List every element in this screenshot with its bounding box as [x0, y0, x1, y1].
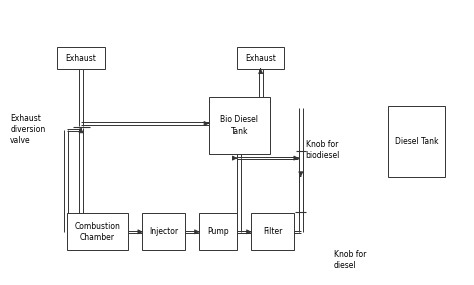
- FancyBboxPatch shape: [237, 48, 284, 69]
- FancyBboxPatch shape: [67, 213, 128, 250]
- Text: Exhaust
diversion
valve: Exhaust diversion valve: [10, 114, 46, 145]
- Text: Injector: Injector: [149, 227, 178, 236]
- Text: Exhaust: Exhaust: [245, 54, 276, 63]
- Text: Knob for
diesel: Knob for diesel: [334, 250, 366, 270]
- Text: Bio Diesel
Tank: Bio Diesel Tank: [220, 115, 258, 136]
- FancyBboxPatch shape: [209, 97, 270, 154]
- Text: Combustion
Chamber: Combustion Chamber: [74, 222, 120, 242]
- Text: Exhaust: Exhaust: [65, 54, 97, 63]
- FancyBboxPatch shape: [143, 213, 185, 250]
- FancyBboxPatch shape: [199, 213, 237, 250]
- Text: Diesel Tank: Diesel Tank: [395, 137, 438, 146]
- Text: Filter: Filter: [263, 227, 282, 236]
- FancyBboxPatch shape: [251, 213, 294, 250]
- FancyBboxPatch shape: [388, 106, 445, 176]
- FancyBboxPatch shape: [57, 48, 105, 69]
- Text: Pump: Pump: [207, 227, 229, 236]
- Text: Knob for
biodiesel: Knob for biodiesel: [306, 140, 340, 160]
